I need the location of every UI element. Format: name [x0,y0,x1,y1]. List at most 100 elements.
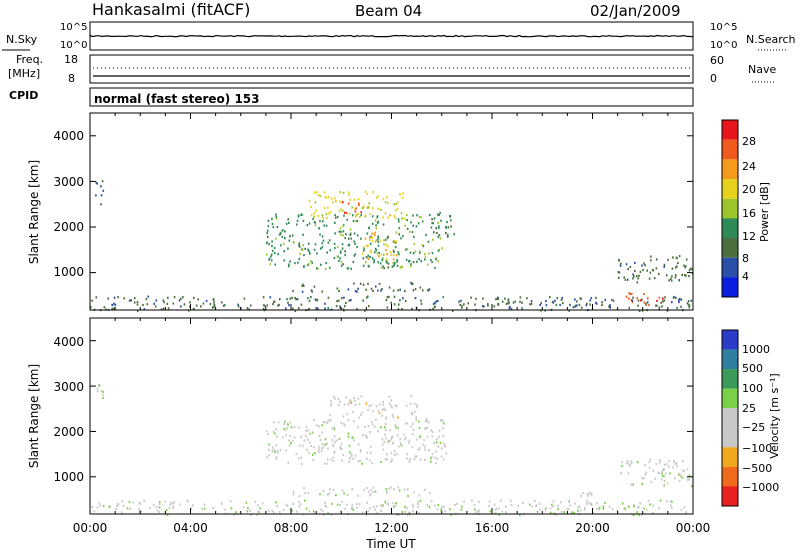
velocity-cell [354,399,356,402]
power-cell [387,235,389,238]
xtick-1: 04:00 [173,521,208,535]
velocity-cell [172,502,174,505]
power-cell [288,263,290,266]
power-cell [349,198,351,201]
velocity-cell [288,444,291,447]
velocity-cell [387,503,390,506]
power-cell [302,244,304,247]
power-cell [267,235,269,239]
power-cell [386,253,388,256]
power-cell [320,263,322,266]
power-cell [213,304,216,307]
velocity-cell [93,510,95,513]
velocity-cell [357,426,359,429]
velocity-cell [307,429,310,432]
velocity-cell [627,472,630,475]
velocity-cell [115,508,117,511]
velocity-cell [396,434,399,437]
power-cell [277,304,279,307]
power-cell [317,307,319,310]
velocity-cell [428,449,430,452]
power-cell [342,263,344,266]
velocity-cell [158,501,161,504]
velocity-cell [173,501,176,504]
power-cell [690,299,693,302]
velocity-cell [164,500,166,503]
velocity-cell [328,418,330,422]
velocity-cell [358,503,361,506]
power-cell [552,301,555,304]
power-cell [343,296,345,299]
velocity-cell [430,429,433,432]
velocity-cell [335,439,338,442]
power-cell [664,296,666,299]
power-cell [369,212,371,216]
power-cell [330,197,333,200]
power-cell [367,264,370,267]
velocity-cell [246,510,249,513]
velocity-cell [396,405,398,408]
power-cell [367,295,369,298]
power-cell [367,305,370,308]
velocity-cell [456,502,458,505]
velocity-cell [350,454,353,457]
power-cell [387,216,389,219]
power-cell [418,258,420,261]
power-cell [420,299,422,302]
power-cell [497,297,500,300]
velocity-cell [339,504,341,507]
power-cell [284,237,286,240]
power-cell [336,300,338,303]
velocity-cell [384,428,387,432]
power-cell [362,264,365,267]
power-cell [661,305,663,308]
power-cell [414,297,417,300]
velocity-cell [681,476,684,479]
power-cbar-tick-28: 28 [742,135,756,148]
velocity-cell [587,494,590,497]
velocity-cell [347,432,350,435]
velocity-cell [285,434,287,437]
power-cell [146,303,149,306]
velocity-cell [361,411,364,414]
velocity-cell [454,503,456,506]
velocity-cell [364,434,367,437]
velocity-cell [538,502,541,505]
velocity-cell [322,446,324,449]
power-cell [200,305,202,308]
velocity-cell [140,509,142,513]
power-cell [412,289,415,292]
power-cell [297,214,300,217]
velocity-cell [390,399,392,402]
velocity-cell [493,503,496,506]
power-cell [308,299,311,302]
power-cell [292,289,294,292]
power-cell [451,309,454,313]
velocity-cell [628,505,630,508]
power-cell [189,305,191,308]
velocity-cell [674,477,676,480]
power-cell [402,297,404,300]
power-cell [339,305,341,308]
velocity-cell [334,397,336,400]
power-cell [609,306,611,309]
velocity-cell [172,506,174,509]
velocity-cell [443,505,445,508]
power-cell [202,302,205,305]
power-cell [374,240,377,243]
velocity-cell [424,448,426,451]
power-cell [266,229,269,232]
velocity-cell [437,445,440,448]
velocity-cell [366,457,368,460]
velocity-cell [393,505,395,508]
power-cell [348,193,350,196]
power-cell [393,239,395,243]
velocity-cell [408,511,411,514]
velocity-cell [663,468,665,471]
velocity-cell [139,502,142,505]
power-ytick-1000: 1000 [53,265,84,279]
power-cell [435,258,437,261]
power-cell [362,206,365,209]
velocity-cell [652,504,654,507]
freq-label: Freq. [16,53,43,66]
